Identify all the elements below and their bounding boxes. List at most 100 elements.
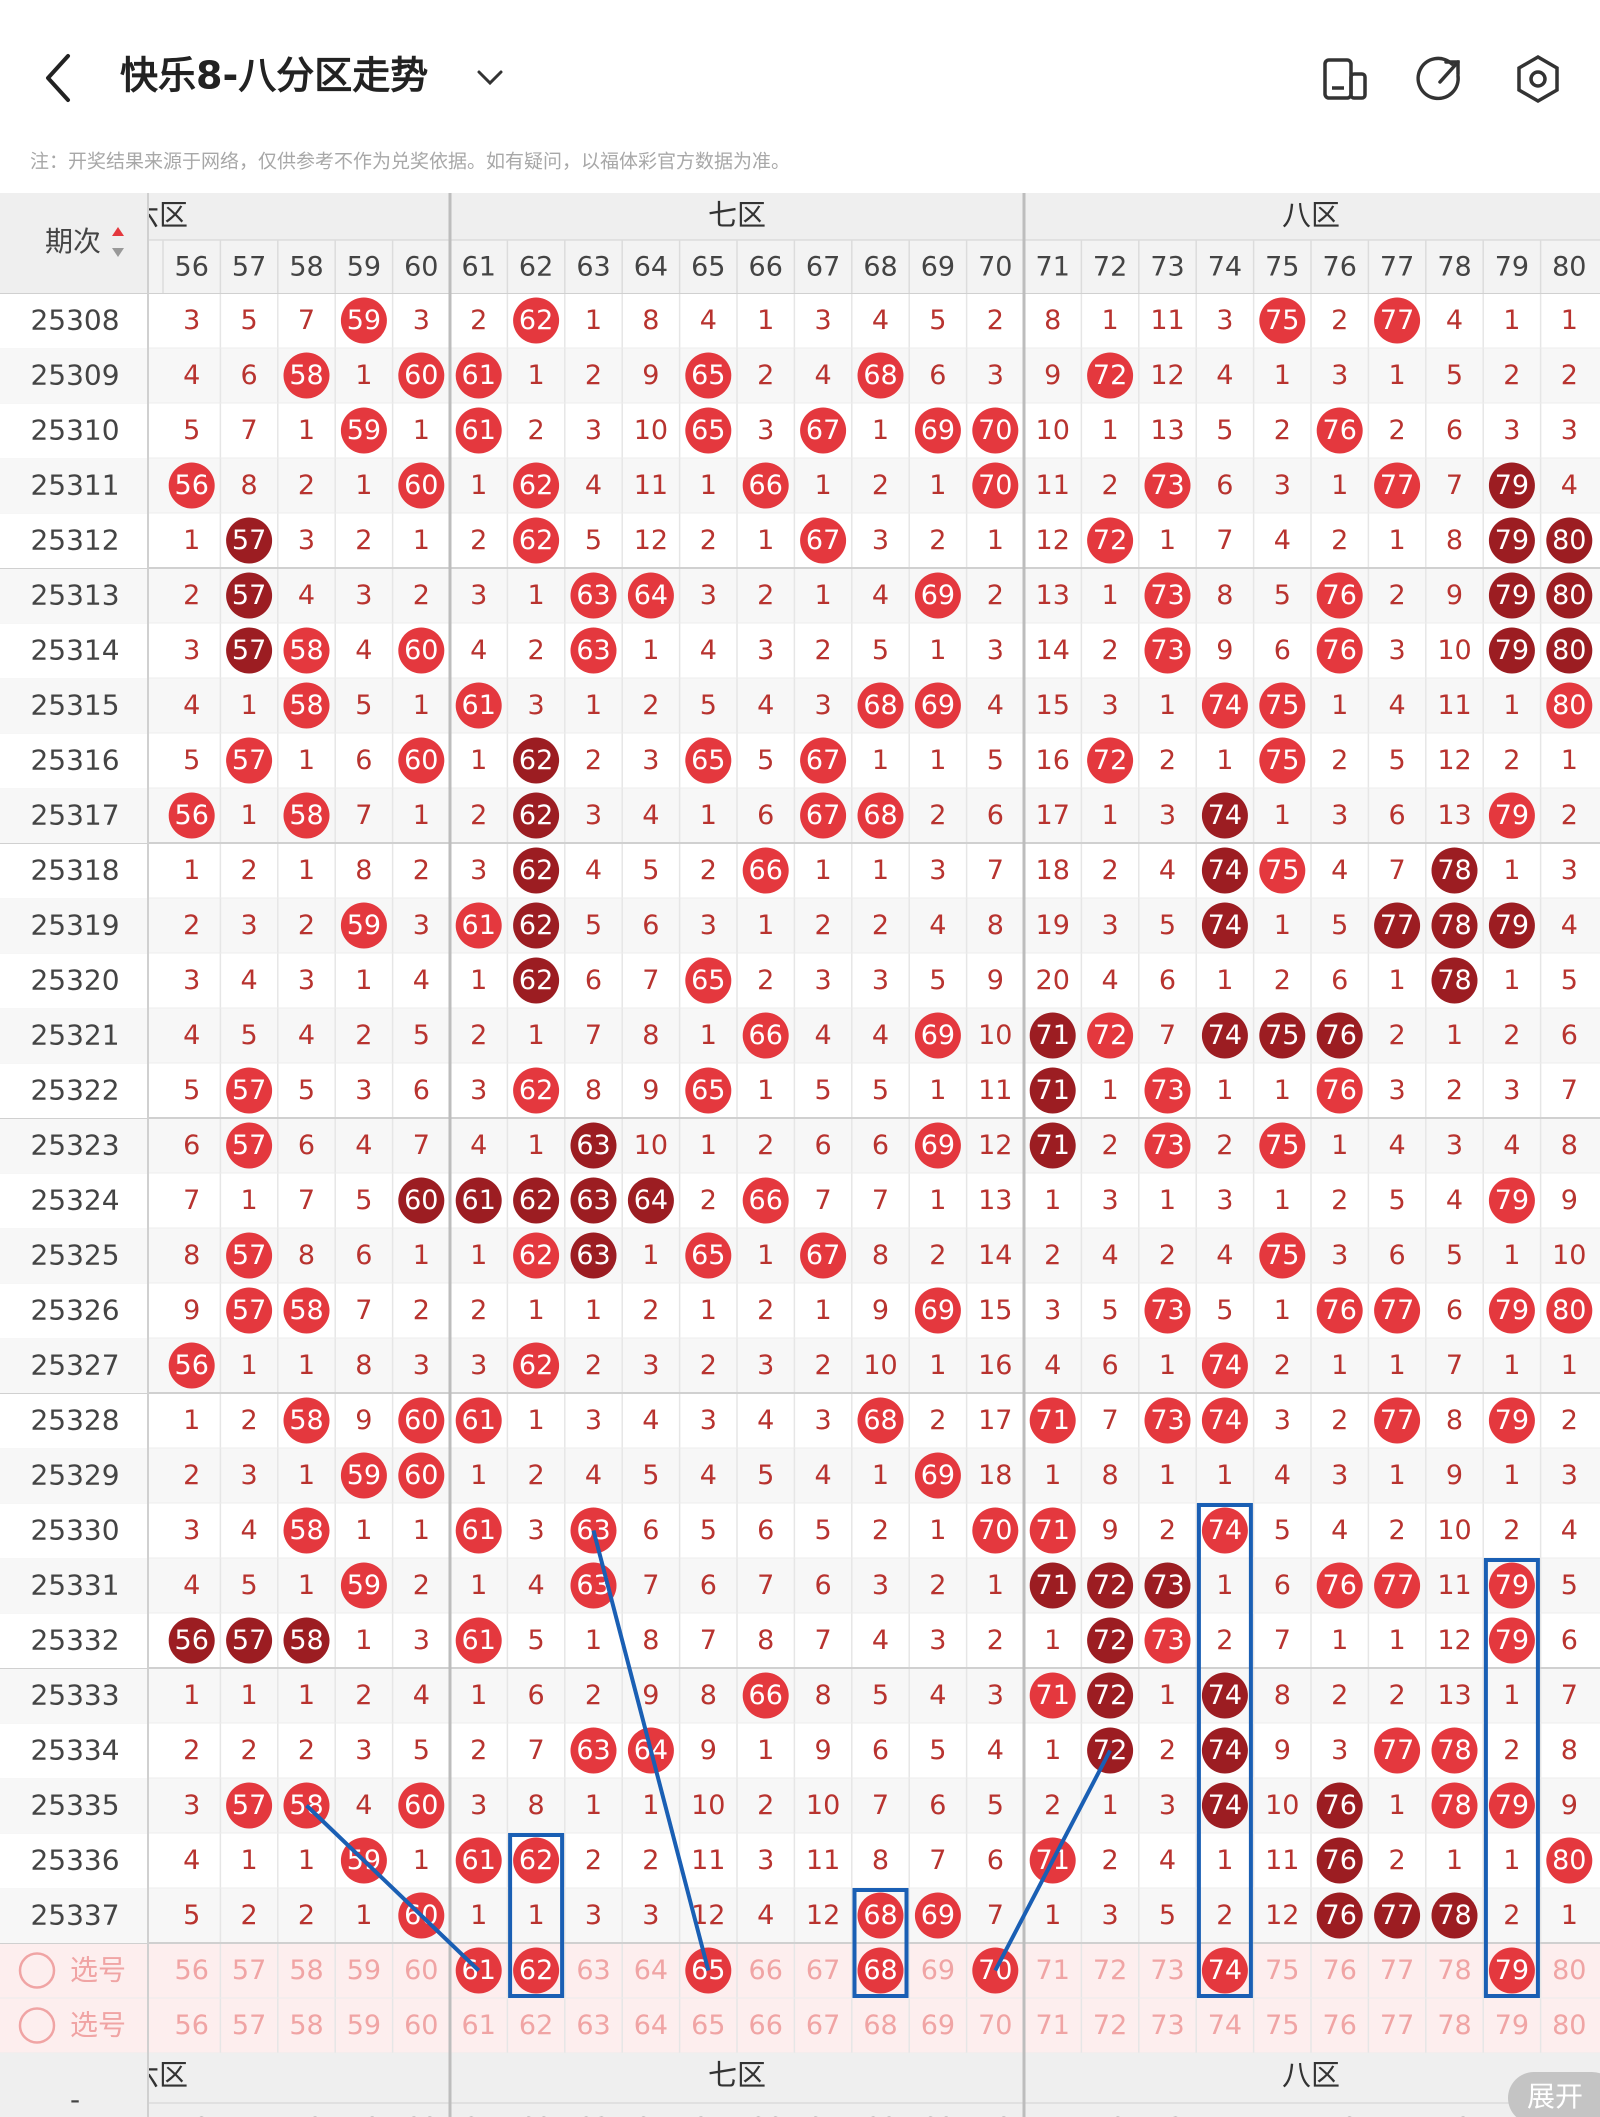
miss-count: 3	[413, 910, 430, 941]
ball	[513, 517, 560, 564]
ball	[226, 1287, 273, 1334]
ball	[570, 1177, 617, 1224]
miss-count: 57	[232, 1955, 266, 1986]
ball-number: 68	[863, 1900, 897, 1931]
miss-count: 2	[1331, 305, 1348, 336]
miss-count: 3	[355, 580, 372, 611]
miss-count: 12	[1437, 1625, 1471, 1656]
miss-count: 1	[585, 1295, 602, 1326]
column-number: 77	[1380, 252, 1414, 283]
ball-number: 77	[1380, 1900, 1414, 1931]
ball	[398, 627, 445, 674]
ball	[1546, 682, 1593, 729]
miss-count: 7	[1274, 1625, 1291, 1656]
annotation-line	[591, 1529, 711, 1972]
ball-number: 79	[1495, 800, 1529, 831]
miss-count: 6	[298, 1130, 315, 1161]
ball-number: 76	[1323, 1295, 1357, 1326]
expand-button[interactable]	[1508, 2072, 1600, 2117]
miss-count: 1	[700, 1295, 717, 1326]
ball-number: 79	[1495, 1955, 1529, 1986]
miss-count: 13	[1150, 415, 1184, 446]
miss-count: 3	[1389, 1075, 1406, 1106]
ball-number: 76	[1323, 415, 1357, 446]
miss-count: 1	[929, 1515, 946, 1546]
share-icon[interactable]	[1416, 56, 1460, 101]
ball	[340, 297, 387, 344]
row-background	[148, 733, 1600, 788]
miss-count: 2	[757, 1790, 774, 1821]
miss-count: 4	[183, 360, 200, 391]
column-number: 63	[576, 2113, 610, 2117]
column-number: 69	[921, 252, 955, 283]
ball-number: 80	[1552, 1845, 1586, 1876]
miss-count: 8	[1561, 1130, 1578, 1161]
miss-count: 3	[815, 965, 832, 996]
miss-count: 4	[585, 470, 602, 501]
ball-number: 79	[1495, 1185, 1529, 1216]
settings-icon[interactable]	[1517, 54, 1559, 104]
miss-count: 5	[241, 1020, 258, 1051]
ball	[1316, 407, 1363, 454]
miss-count: 2	[987, 1625, 1004, 1656]
ball	[513, 1232, 560, 1279]
ball	[1488, 572, 1535, 619]
ball-number: 67	[806, 745, 840, 776]
miss-count: 5	[872, 1680, 889, 1711]
miss-count: 2	[757, 1130, 774, 1161]
miss-count: 5	[241, 1570, 258, 1601]
miss-count: 10	[634, 415, 668, 446]
issue-number: 25310	[30, 414, 119, 447]
pick-label: 选号	[70, 1954, 126, 1987]
switch-icon[interactable]	[1323, 58, 1367, 100]
ball	[1259, 297, 1306, 344]
miss-count: 5	[413, 1735, 430, 1766]
miss-count: 9	[183, 1295, 200, 1326]
miss-count: 5	[1561, 965, 1578, 996]
issue-cell	[0, 1614, 148, 1668]
miss-count: 56	[175, 1955, 209, 1986]
issue-number: 25334	[30, 1734, 119, 1767]
miss-count: 76	[1323, 2010, 1357, 2041]
column-number: 58	[289, 2113, 323, 2117]
miss-count: 1	[642, 635, 659, 666]
dropdown-button[interactable]	[477, 70, 503, 86]
ball	[1316, 1287, 1363, 1334]
ball	[742, 847, 789, 894]
miss-count: 4	[1274, 1460, 1291, 1491]
issue-number: 25329	[30, 1459, 119, 1492]
miss-count: 7	[1561, 1075, 1578, 1106]
miss-count: 5	[1274, 1515, 1291, 1546]
miss-count: 59	[347, 2010, 381, 2041]
ball-number: 79	[1495, 580, 1529, 611]
column-number: 65	[691, 252, 725, 283]
issue-number: 25320	[30, 964, 119, 997]
ball	[513, 297, 560, 344]
issue-number: 25311	[30, 469, 119, 502]
ball-number: 68	[863, 360, 897, 391]
ball	[1144, 462, 1191, 509]
miss-count: 6	[1389, 800, 1406, 831]
miss-count: 1	[929, 470, 946, 501]
miss-count: 9	[700, 1735, 717, 1766]
ball	[1488, 462, 1535, 509]
pick-checkbox[interactable]	[18, 2007, 56, 2044]
ball	[226, 1232, 273, 1279]
ball	[800, 1232, 847, 1279]
miss-count: 1	[929, 1185, 946, 1216]
miss-count: 5	[1331, 910, 1348, 941]
miss-count: 63	[576, 2010, 610, 2041]
ball	[685, 957, 732, 1004]
miss-count: 4	[815, 1460, 832, 1491]
miss-count: 6	[642, 910, 659, 941]
back-button[interactable]	[46, 54, 70, 102]
miss-count: 1	[241, 1350, 258, 1381]
pick-checkbox[interactable]	[18, 1952, 56, 1989]
miss-count: 2	[1389, 1020, 1406, 1051]
column-number: 74	[1208, 252, 1242, 283]
miss-count: 8	[757, 1625, 774, 1656]
ball	[1259, 737, 1306, 784]
miss-count: 1	[700, 470, 717, 501]
miss-count: 72	[1093, 1955, 1127, 1986]
miss-count: 6	[413, 1075, 430, 1106]
